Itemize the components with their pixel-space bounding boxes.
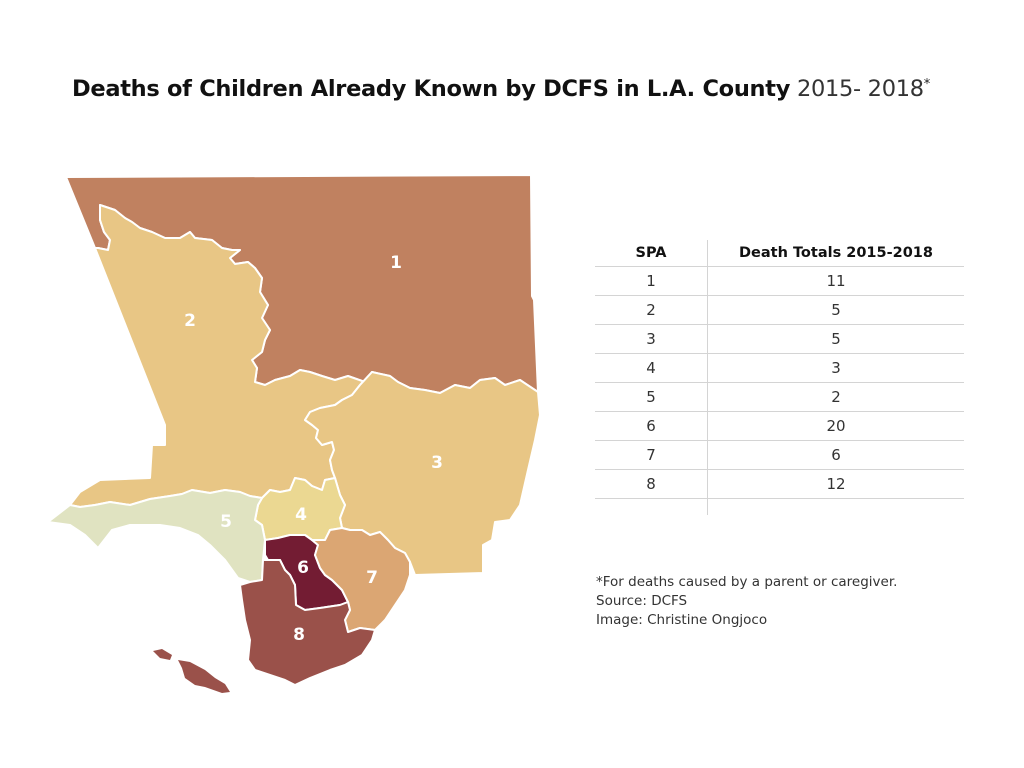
region-spa-7[interactable] [311,527,411,633]
cell-deaths: 2 [707,382,964,412]
region-label-3: 3 [431,453,443,473]
region-label-8: 8 [293,625,305,645]
source-text: Source: DCFS [596,593,688,609]
cell-deaths: 5 [707,295,964,325]
cell-spa: 8 [595,469,708,499]
region-label-1: 1 [390,253,402,273]
region-spa-5[interactable] [47,489,266,583]
title-years: 2015- 2018 [796,76,924,102]
header-spa: SPA [595,240,708,267]
region-label-7: 7 [366,568,378,588]
table-row: 6 20 [595,411,964,441]
region-spa-8[interactable] [239,559,376,686]
cell-spa: 5 [595,382,708,412]
cell-spa: 2 [595,295,708,325]
footnote-text: *For deaths caused by a parent or caregi… [596,574,898,590]
table-row: 1 11 [595,266,964,296]
region-label-6: 6 [297,558,309,578]
cell-spa: 7 [595,440,708,470]
cell-deaths: 12 [707,469,964,499]
footnotes: *For deaths caused by a parent or caregi… [596,573,897,630]
title-main: Deaths of Children Already Known by DCFS… [72,76,791,102]
region-label-4: 4 [295,505,307,525]
cell-spa: 3 [595,324,708,354]
region-label-5: 5 [220,512,232,532]
cell-deaths: 6 [707,440,964,470]
title-asterisk: * [923,77,931,92]
page-title: Deaths of Children Already Known by DCFS… [72,76,930,102]
spacer-cell [707,498,964,515]
table-spacer-row [595,498,964,515]
cell-spa: 4 [595,353,708,383]
cell-spa: 1 [595,266,708,296]
island-san-clemente [153,649,172,660]
island-catalina [178,660,230,693]
spa-deaths-table: SPA Death Totals 2015-2018 1 11 2 5 3 5 4 3 5 2 6 2… [595,240,964,515]
cell-deaths: 3 [707,353,964,383]
table-row: 8 12 [595,469,964,499]
cell-deaths: 5 [707,324,964,354]
image-credit: Image: Christine Ongjoco [596,612,768,628]
cell-deaths: 20 [707,411,964,441]
region-label-2: 2 [184,311,196,331]
header-death-totals: Death Totals 2015-2018 [707,240,964,267]
cell-deaths: 11 [707,266,964,296]
cell-spa: 6 [595,411,708,441]
spacer-cell [595,498,708,515]
